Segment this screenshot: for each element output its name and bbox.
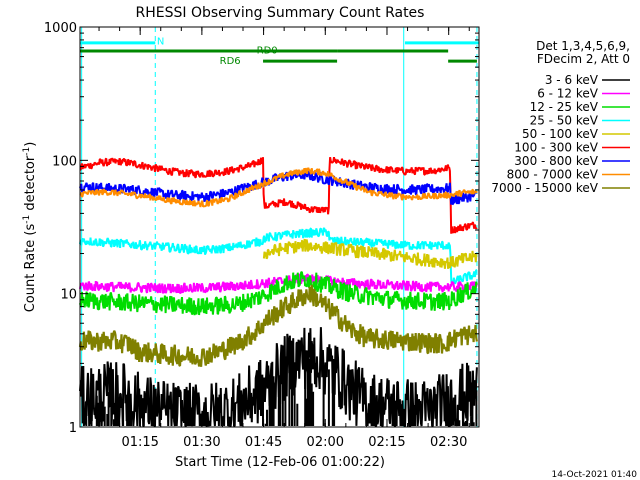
legend-label-3: 12 - 25 keV xyxy=(530,100,599,114)
ylabel-part-1: Count Rate (s xyxy=(23,224,38,313)
series-line-3-6-kev xyxy=(79,327,478,427)
x-tick-label-4: 02:00 xyxy=(307,435,344,450)
plot-area: N RD0 RD6 xyxy=(78,27,479,427)
series-line-12-25-kev xyxy=(79,271,478,316)
y-tick-label-1: 1 xyxy=(69,421,77,436)
state-label-n: N xyxy=(157,37,164,48)
ylabel-part-3: ) xyxy=(23,142,38,147)
series-line-100-300-kev xyxy=(79,156,478,234)
legend-header-2: FDecim 2, Att 0 xyxy=(537,52,630,66)
legend-header-1: Det 1,3,4,5,6,9, xyxy=(536,39,630,53)
chart-title: RHESSI Observing Summary Count Rates xyxy=(136,5,425,21)
axes: 1 10 100 1000 01:15 01:30 01:45 02:00 02:15 02:30 xyxy=(44,21,479,450)
legend-label-8: 800 - 7000 keV xyxy=(507,168,599,182)
legend-label-6: 100 - 300 keV xyxy=(514,141,598,155)
series-line-7000-15000-kev xyxy=(78,284,478,367)
legend-label-1: 3 - 6 keV xyxy=(545,73,599,87)
x-tick-label-1: 01:15 xyxy=(121,435,158,450)
ylabel-sup-2: -1 xyxy=(22,147,32,156)
ylabel-part-2: detector xyxy=(23,155,38,215)
legend-label-2: 6 - 12 keV xyxy=(537,87,599,101)
series-line-800-7000-kev xyxy=(79,167,478,208)
x-tick-label-3: 01:45 xyxy=(245,435,282,450)
y-tick-label-3: 100 xyxy=(52,154,77,169)
legend-label-9: 7000 - 15000 keV xyxy=(491,181,598,195)
x-tick-label-5: 02:15 xyxy=(368,435,405,450)
legend-label-4: 25 - 50 keV xyxy=(530,114,599,128)
plot-frame xyxy=(79,26,480,428)
legend: Det 1,3,4,5,6,9,FDecim 2, Att 0 3 - 6 keV… xyxy=(491,39,630,195)
series-line-50-100-kev xyxy=(262,238,478,269)
x-tick-label-2: 01:30 xyxy=(183,435,220,450)
y-tick-label-2: 10 xyxy=(60,288,77,303)
state-label-rd0: RD0 xyxy=(257,45,278,56)
series-line-25-50-kev xyxy=(79,227,478,286)
series-line-6-12-kev xyxy=(79,273,478,295)
timestamp: 14-Oct-2021 01:40 xyxy=(552,470,638,480)
x-tick-label-6: 02:30 xyxy=(430,435,467,450)
x-axis-label: Start Time (12-Feb-06 01:00:22) xyxy=(175,455,385,470)
legend-label-7: 300 - 800 keV xyxy=(514,154,598,168)
legend-label-5: 50 - 100 keV xyxy=(522,127,599,141)
state-label-rd6: RD6 xyxy=(220,56,241,67)
y-axis-label: Count Rate (s-1 detector-1) xyxy=(22,142,38,313)
ylabel-sup-1: -1 xyxy=(22,215,32,224)
y-tick-label-4: 1000 xyxy=(44,21,77,36)
